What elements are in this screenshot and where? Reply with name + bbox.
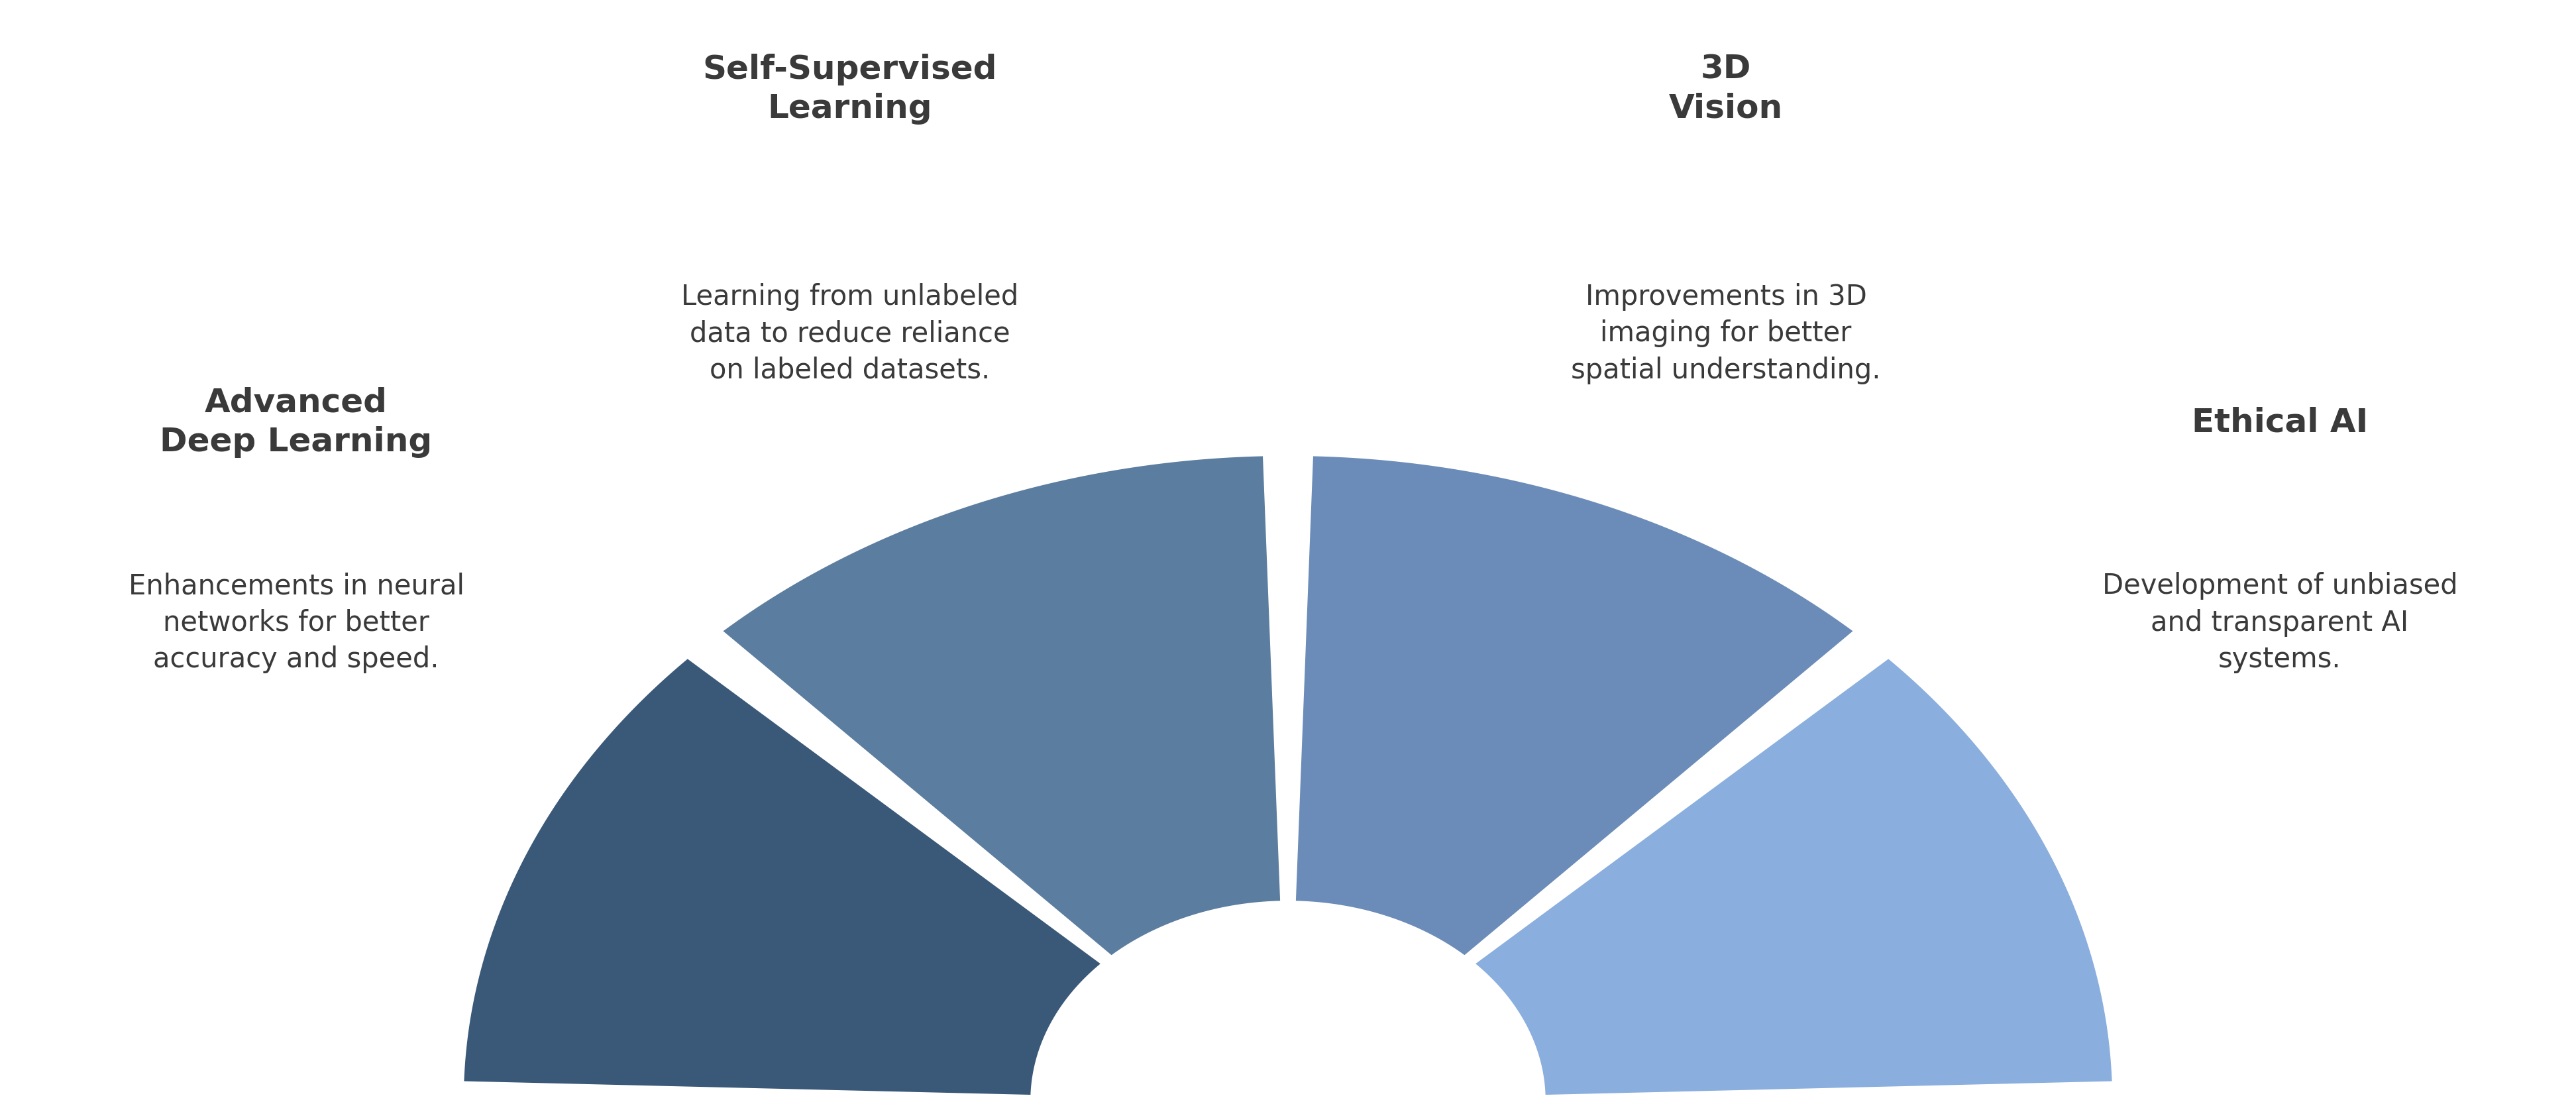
Text: Advanced
Deep Learning: Advanced Deep Learning: [160, 387, 433, 458]
Polygon shape: [1476, 659, 2112, 1095]
Text: Development of unbiased
and transparent AI
systems.: Development of unbiased and transparent …: [2102, 573, 2458, 673]
Polygon shape: [1296, 456, 1852, 955]
Text: Ethical AI: Ethical AI: [2192, 407, 2367, 438]
Polygon shape: [464, 659, 1100, 1095]
Text: Self-Supervised
Learning: Self-Supervised Learning: [703, 53, 997, 125]
Text: Learning from unlabeled
data to reduce reliance
on labeled datasets.: Learning from unlabeled data to reduce r…: [683, 284, 1018, 384]
Polygon shape: [724, 456, 1280, 955]
Text: Improvements in 3D
imaging for better
spatial understanding.: Improvements in 3D imaging for better sp…: [1571, 284, 1880, 384]
Text: Enhancements in neural
networks for better
accuracy and speed.: Enhancements in neural networks for bett…: [129, 573, 464, 673]
Text: 3D
Vision: 3D Vision: [1669, 53, 1783, 125]
